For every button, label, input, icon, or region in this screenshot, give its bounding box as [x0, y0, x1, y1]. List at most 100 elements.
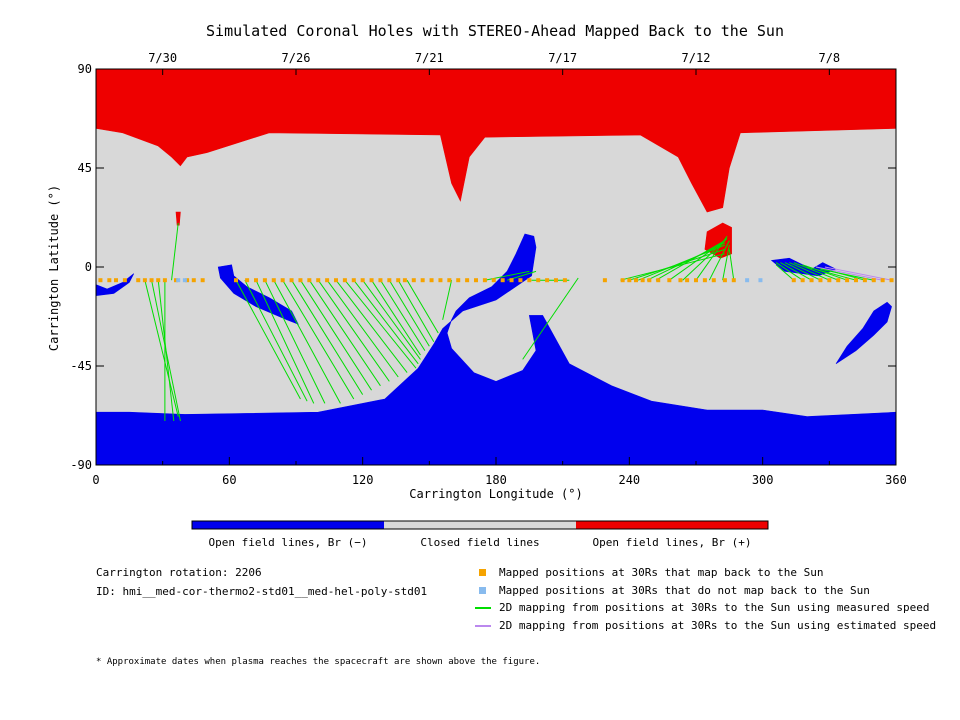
legend-label-not-mapped: Mapped positions at 30Rs that do not map…: [499, 584, 870, 597]
x-tick-label: 180: [485, 473, 507, 487]
mapped-point: [360, 278, 365, 283]
mapped-point: [554, 278, 558, 283]
measured-mapping-line: [235, 279, 301, 400]
legend-swatch-measured: [475, 607, 491, 609]
mapped-point: [791, 278, 796, 283]
mapped-point: [500, 278, 505, 283]
x-tick-label: 300: [752, 473, 774, 487]
legend-swatch-not-mapped: [479, 587, 486, 594]
measured-mapping-line: [789, 262, 830, 281]
mapped-point: [316, 278, 321, 283]
mapped-point: [491, 278, 496, 283]
region-open-negative-5: [217, 264, 299, 325]
measured-mapping-line: [780, 262, 812, 281]
legend-swatch-mapped: [479, 569, 486, 576]
mapped-point: [114, 278, 118, 283]
colorbar-segment: [384, 521, 576, 529]
measured-mapping-line: [775, 264, 795, 281]
legend-label-measured: 2D mapping from positions at 30Rs to the…: [499, 601, 930, 614]
mapped-point: [142, 278, 147, 283]
mapped-point: [289, 278, 294, 283]
mapped-point: [536, 278, 541, 283]
mapped-point: [889, 278, 894, 283]
x-tick-label: 120: [352, 473, 374, 487]
mapped-point: [656, 278, 661, 283]
measured-mapping-line: [353, 279, 419, 365]
mapped-point: [107, 278, 112, 283]
region-open-negative-4: [95, 273, 135, 296]
mapped-point: [456, 278, 461, 283]
mapped-point: [174, 278, 178, 283]
mapped-point: [836, 278, 841, 283]
measured-mapping-line: [806, 266, 857, 281]
measured-mapping-line: [308, 279, 381, 387]
top-date-label: 7/8: [818, 51, 840, 65]
mapped-point: [280, 278, 285, 283]
mapped-point: [149, 278, 154, 283]
mapped-point: [185, 278, 190, 283]
colorbar-frame: [191, 520, 769, 530]
legend-swatch-estimated: [475, 625, 491, 627]
mapped-point: [325, 278, 330, 283]
mapped-point: [702, 278, 707, 283]
unmapped-point: [176, 278, 181, 283]
estimated-mapping-line: [815, 266, 883, 281]
mapped-point: [387, 278, 392, 283]
unmapped-point: [182, 278, 187, 283]
mapped-point: [818, 278, 823, 283]
measured-mapping-line: [317, 279, 390, 382]
measured-mapping-line: [682, 238, 728, 281]
y-tick-label: 45: [78, 161, 92, 175]
mapped-point: [191, 278, 196, 283]
measured-mapping-line: [695, 235, 728, 281]
mapped-point: [545, 278, 550, 283]
legend-label-estimated: 2D mapping from positions at 30Rs to the…: [499, 619, 937, 632]
measured-mapping-line: [144, 280, 179, 417]
mapped-point: [162, 278, 167, 283]
measured-mapping-line: [171, 222, 179, 281]
measured-mapping-line: [669, 240, 726, 281]
mapped-point: [620, 278, 625, 283]
unmapped-point: [758, 278, 763, 283]
mapped-point: [98, 278, 103, 283]
mapped-point: [800, 278, 805, 283]
measured-mapping-line: [620, 253, 726, 281]
mapped-point: [351, 278, 356, 283]
mapped-point: [447, 278, 452, 283]
measured-mapping-line: [362, 279, 421, 360]
measured-mapping-line: [397, 279, 435, 343]
mapped-point: [694, 278, 698, 283]
legend-label-mapped: Mapped positions at 30Rs that map back t…: [499, 566, 824, 579]
mapped-point: [342, 278, 347, 283]
unmapped-point: [745, 278, 750, 283]
axes: 0 60 120 180 240 300 360 90 45 0 -45 -90 7/30 7/26 7/2…: [70, 51, 907, 487]
measured-mapping-line: [722, 244, 730, 281]
y-tick-label: 90: [78, 62, 92, 76]
mapped-point: [271, 278, 276, 283]
measured-mapping-line: [326, 279, 399, 378]
measured-mapping-line: [300, 279, 372, 391]
mapped-point: [640, 278, 645, 283]
mapped-point: [420, 278, 425, 283]
mapped-point: [562, 278, 567, 283]
region-open-negative-7: [835, 301, 892, 365]
colorbar-segment: [576, 521, 768, 529]
mapped-point: [845, 278, 850, 283]
mapped-point: [871, 278, 876, 283]
chart-title: Simulated Coronal Holes with STEREO-Ahea…: [206, 22, 784, 40]
x-tick-label: 0: [92, 473, 99, 487]
x-tick-label: 240: [618, 473, 640, 487]
colorbar: Open field lines, Br (−) Closed field lin…: [191, 520, 769, 549]
mapped-point: [722, 278, 727, 283]
plot-area: [95, 68, 897, 466]
measured-mapping-line: [273, 279, 341, 404]
mapped-point: [234, 278, 238, 283]
y-tick-label: -90: [70, 458, 92, 472]
measured-mapping-line: [646, 242, 726, 281]
mapped-point: [634, 278, 638, 283]
measured-mapping-line: [157, 280, 175, 422]
mapped-point: [200, 278, 205, 283]
measured-mapping-line: [344, 279, 417, 369]
measured-mapping-line: [442, 280, 453, 320]
top-date-label: 7/21: [415, 51, 444, 65]
